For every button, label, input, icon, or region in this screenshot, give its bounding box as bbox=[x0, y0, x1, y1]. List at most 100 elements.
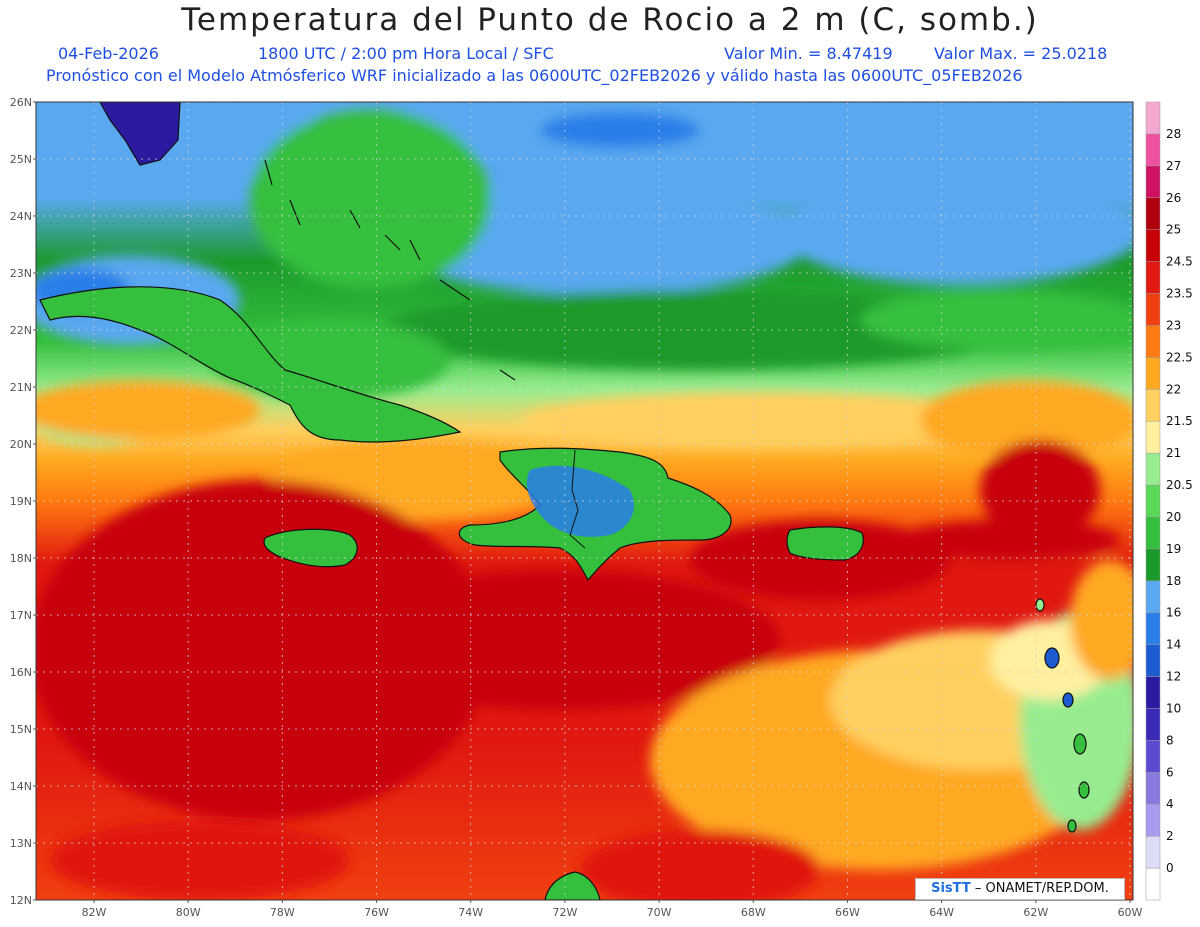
colorbar-swatch bbox=[1145, 516, 1161, 550]
colorbar-label: 22 bbox=[1166, 382, 1181, 396]
lat-label: 25N bbox=[10, 153, 32, 166]
colorbar-swatch bbox=[1145, 867, 1161, 901]
land-florida bbox=[99, 102, 181, 166]
credit-badge: SisTT – ONAMET/REP.DOM. bbox=[915, 878, 1125, 900]
land-lesser-antilles bbox=[1035, 598, 1045, 612]
colorbar-swatch bbox=[1145, 101, 1161, 135]
field-patch bbox=[1070, 560, 1133, 680]
lat-label: 20N bbox=[10, 438, 32, 451]
lon-label: 74W bbox=[458, 906, 483, 919]
colorbar-swatch bbox=[1145, 772, 1161, 805]
colorbar-label: 21 bbox=[1166, 446, 1181, 460]
land-jamaica bbox=[263, 528, 358, 568]
field-patch bbox=[580, 830, 820, 900]
field-patch bbox=[520, 392, 1000, 448]
colorbar-label: 14 bbox=[1166, 638, 1181, 652]
colorbar-label: 0 bbox=[1166, 861, 1174, 875]
colorbar-label: 16 bbox=[1166, 606, 1181, 620]
lat-label: 26N bbox=[10, 96, 32, 109]
lat-label: 23N bbox=[10, 267, 32, 280]
colorbar-label: 19 bbox=[1166, 542, 1181, 556]
colorbar-label: 6 bbox=[1166, 765, 1174, 779]
lon-label: 72W bbox=[552, 906, 577, 919]
colorbar-swatch bbox=[1145, 644, 1161, 677]
credit-brand: SisTT bbox=[931, 881, 971, 896]
lat-label: 24N bbox=[10, 210, 32, 223]
land-cuba bbox=[39, 286, 462, 443]
colorbar-swatch bbox=[1145, 133, 1161, 167]
lat-label: 16N bbox=[10, 666, 32, 679]
colorbar-swatch bbox=[1145, 420, 1161, 454]
lat-label: 18N bbox=[10, 552, 32, 565]
land-lesser-antilles bbox=[1044, 647, 1060, 669]
lat-label: 12N bbox=[10, 894, 32, 907]
colorbar-label: 10 bbox=[1166, 701, 1181, 715]
field-patch bbox=[980, 440, 1100, 540]
colorbar-swatch bbox=[1145, 708, 1161, 741]
lon-label: 60W bbox=[1118, 906, 1143, 919]
land-lesser-antilles bbox=[1078, 781, 1090, 799]
field-patch bbox=[250, 110, 490, 290]
field-patch bbox=[340, 570, 780, 710]
forecast-time: 1800 UTC / 2:00 pm Hora Local / SFC bbox=[258, 44, 554, 63]
lon-label: 76W bbox=[364, 906, 389, 919]
field-patch bbox=[540, 112, 700, 148]
colorbar-swatch bbox=[1145, 612, 1161, 645]
colorbar-swatch bbox=[1145, 580, 1161, 613]
colorbar-swatch bbox=[1145, 548, 1161, 582]
field-patch bbox=[860, 290, 1133, 350]
map-title: Temperatura del Punto de Rocio a 2 m (C,… bbox=[181, 2, 1039, 38]
latitude-labels: 26N 25N 24N 23N 22N 21N 20N 19N 18N 17N 16N 15N 14N 1… bbox=[10, 96, 36, 907]
colorbar-label: 26 bbox=[1166, 191, 1181, 205]
colorbar-label: 24.5 bbox=[1166, 255, 1193, 269]
lon-label: 68W bbox=[741, 906, 766, 919]
hispaniola-highlands bbox=[526, 465, 634, 537]
lat-label: 14N bbox=[10, 780, 32, 793]
colorbar-label: 27 bbox=[1166, 159, 1181, 173]
colorbar-swatch bbox=[1145, 325, 1161, 358]
colorbar-label: 22.5 bbox=[1166, 350, 1193, 364]
lat-label: 21N bbox=[10, 381, 32, 394]
colorbar-swatch bbox=[1145, 165, 1161, 199]
lat-label: 17N bbox=[10, 609, 32, 622]
colorbar-swatch bbox=[1145, 676, 1161, 709]
field-patch bbox=[690, 520, 950, 600]
forecast-date: 04-Feb-2026 bbox=[58, 44, 159, 63]
colorbar-swatch bbox=[1145, 261, 1161, 294]
value-min: Valor Min. = 8.47419 bbox=[724, 44, 893, 63]
lat-label: 22N bbox=[10, 324, 32, 337]
colorbar-label: 8 bbox=[1166, 733, 1174, 747]
graticule bbox=[36, 102, 1133, 900]
lon-label: 62W bbox=[1023, 906, 1048, 919]
haiti-dr-border bbox=[569, 449, 586, 549]
colorbar-label: 28 bbox=[1166, 127, 1181, 141]
colorbar: 0 2 4 6 8 10 12 14 16 18 19 20 20.5 21 21.5 22 22.5 23 23.… bbox=[1145, 101, 1193, 901]
colorbar-swatch bbox=[1145, 229, 1161, 262]
colorbar-swatch bbox=[1145, 452, 1161, 486]
colorbar-swatch bbox=[1145, 835, 1161, 869]
longitude-labels: 82W 80W 78W 76W 74W 72W 70W 68W 66W 64W 62W 60W bbox=[82, 900, 1143, 919]
land-south-america bbox=[544, 871, 601, 900]
land-puerto-rico bbox=[786, 526, 864, 561]
land-lesser-antilles bbox=[1062, 692, 1074, 708]
field-patch bbox=[50, 820, 350, 900]
colorbar-swatch bbox=[1145, 803, 1161, 837]
colorbar-swatch bbox=[1145, 357, 1161, 390]
colorbar-swatch bbox=[1145, 197, 1161, 230]
lon-label: 82W bbox=[82, 906, 107, 919]
lon-label: 78W bbox=[270, 906, 295, 919]
colorbar-label: 4 bbox=[1166, 797, 1174, 811]
land-lesser-antilles bbox=[1073, 733, 1087, 755]
colorbar-label: 12 bbox=[1166, 670, 1181, 684]
colorbar-swatch bbox=[1145, 389, 1161, 422]
colorbar-swatch bbox=[1145, 740, 1161, 773]
field-patch bbox=[780, 175, 1133, 285]
value-max: Valor Max. = 25.0218 bbox=[934, 44, 1108, 63]
colorbar-label: 18 bbox=[1166, 574, 1181, 588]
credit-text: – ONAMET/REP.DOM. bbox=[974, 881, 1109, 896]
field-patch bbox=[390, 185, 810, 295]
lat-label: 15N bbox=[10, 723, 32, 736]
land-bahamas bbox=[264, 159, 516, 381]
land-lesser-antilles bbox=[1067, 819, 1077, 833]
